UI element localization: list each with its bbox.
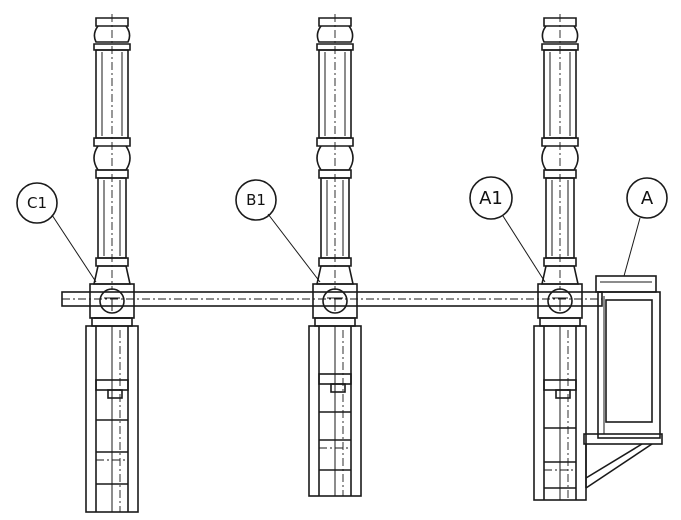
callout-circle-b1	[235, 179, 277, 221]
label-c1: C1	[27, 194, 47, 212]
support-frame-c	[85, 325, 139, 513]
insulator-column-a	[541, 14, 579, 290]
callout-c1: C1	[16, 182, 97, 283]
support-frame-a	[533, 325, 587, 501]
pole-a	[533, 14, 587, 501]
mechanism-cabinet	[583, 275, 663, 489]
callout-a1: A1	[469, 176, 546, 283]
breaker-head-b	[312, 283, 358, 327]
busbar	[61, 291, 603, 307]
callout-b1: B1	[235, 179, 321, 283]
label-a: A	[641, 188, 654, 209]
pole-b	[308, 14, 362, 497]
insulator-column-b	[316, 14, 354, 290]
callout-circle-c1	[16, 182, 58, 224]
insulator-column-c	[93, 14, 131, 290]
callout-circle-a1	[469, 176, 513, 220]
label-b1: B1	[246, 191, 266, 209]
pole-c	[85, 14, 139, 513]
breaker-head-a	[537, 283, 583, 327]
callout-circle-a	[626, 177, 668, 219]
label-a1: A1	[479, 188, 503, 209]
breaker-head-c	[89, 283, 135, 327]
support-frame-b	[308, 325, 362, 497]
callout-a: A	[623, 177, 668, 277]
